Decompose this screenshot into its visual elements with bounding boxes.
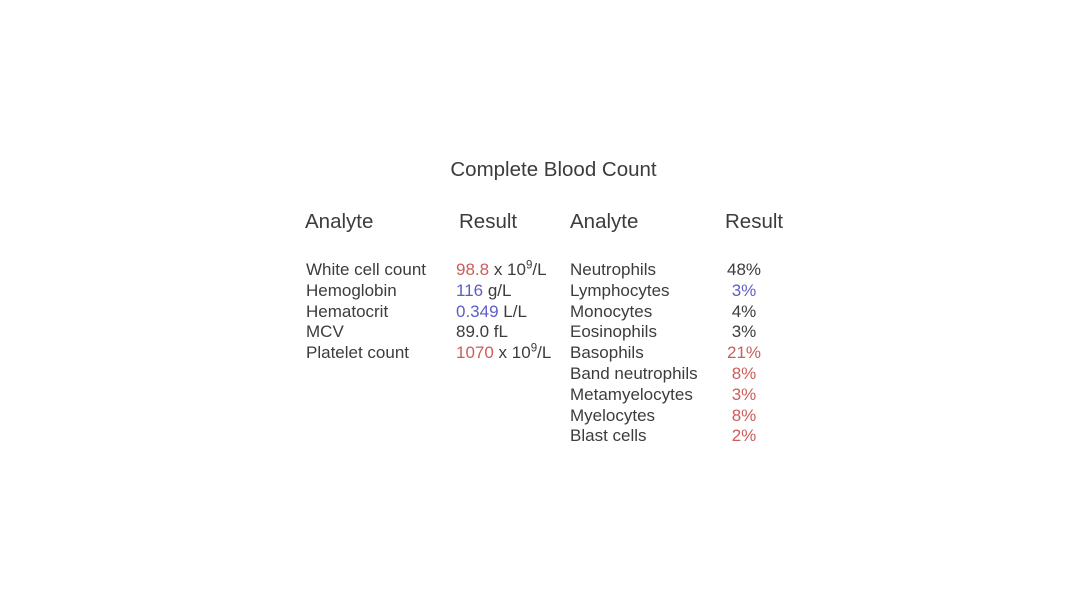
result-value: 3% — [731, 384, 757, 404]
result-value: 89.0 fL — [456, 322, 508, 342]
analyte-label: Lymphocytes — [570, 280, 670, 300]
result-value: 4% — [731, 301, 757, 321]
result-value: 8% — [731, 363, 757, 383]
column-header-analyte-right: Analyte — [570, 210, 639, 233]
analyte-label: Eosinophils — [570, 322, 657, 342]
result-value: 2% — [731, 426, 757, 446]
column-header-result-left: Result — [459, 210, 518, 233]
result-value: 116 g/L — [456, 280, 512, 300]
analyte-label: Myelocytes — [570, 405, 656, 425]
analyte-label: Blast cells — [570, 426, 647, 446]
right-result-column: 48% 3% 4% 3% 21% 8% 3% 8% 2% — [722, 260, 766, 447]
result-value: 21% — [726, 343, 762, 363]
result-value: 3% — [731, 322, 757, 342]
analyte-label: Hemoglobin — [306, 280, 397, 300]
analyte-label: Metamyelocytes — [570, 384, 693, 404]
result-value: 0.349 L/L — [456, 301, 527, 321]
result-value: 1070 x 109/L — [456, 342, 552, 363]
right-analyte-column: Neutrophils Lymphocytes Monocytes Eosinophi… — [570, 260, 698, 447]
result-value: 98.8 x 109/L — [456, 259, 547, 279]
analyte-label: White cell count — [306, 260, 426, 279]
analyte-label: Band neutrophils — [570, 363, 698, 383]
column-header-analyte-left: Analyte — [305, 210, 374, 233]
analyte-label: Monocytes — [570, 301, 653, 321]
result-value: 48% — [726, 260, 762, 279]
analyte-label: Hematocrit — [306, 301, 389, 321]
analyte-label: MCV — [306, 322, 344, 342]
left-analyte-column: White cell count Hemoglobin Hematocrit MCV P… — [306, 260, 426, 364]
analyte-label: Basophils — [570, 343, 644, 363]
analyte-label: Neutrophils — [570, 260, 656, 279]
left-result-column: 98.8 x 109/L 116 g/L 0.349 L/L 89.0 fL 1070 … — [456, 260, 551, 364]
column-header-result-right: Result — [725, 210, 784, 233]
analyte-label: Platelet count — [306, 343, 410, 363]
result-value: 8% — [731, 405, 757, 425]
result-value: 3% — [731, 280, 757, 300]
table-title: Complete Blood Count — [450, 158, 657, 181]
